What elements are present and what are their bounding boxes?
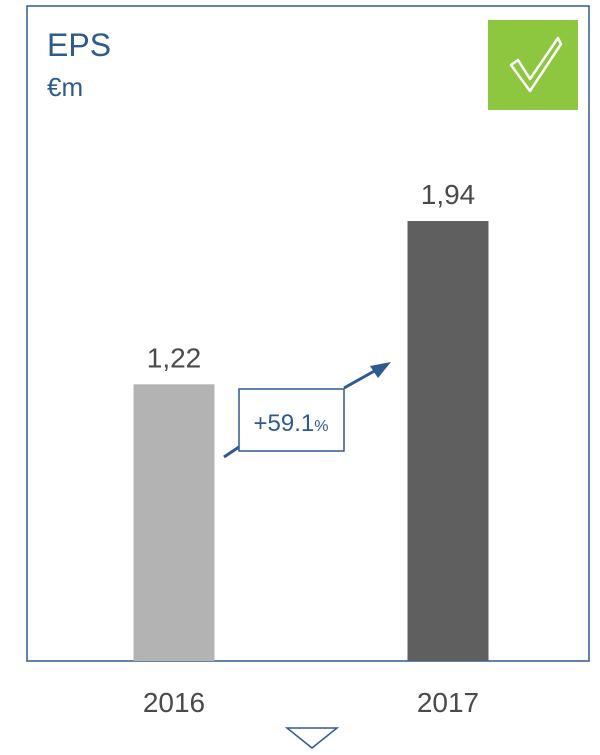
growth-arrow-line-lower	[223, 445, 240, 459]
arrow-head-icon	[370, 362, 391, 378]
growth-annotation: +59.1%	[223, 362, 391, 459]
growth-value: +59.1	[254, 410, 315, 437]
checkmark-icon	[509, 36, 563, 93]
x-tick-2017: 2017	[417, 687, 479, 718]
chart-subtitle: €m	[47, 72, 83, 102]
growth-box	[238, 388, 345, 452]
growth-unit: %	[314, 418, 328, 435]
check-badge	[488, 20, 578, 110]
data-label-2016: 1,22	[147, 342, 202, 373]
triangle-down-icon[interactable]	[284, 727, 340, 749]
x-tick-2016: 2016	[143, 687, 205, 718]
chart-frame	[26, 5, 590, 662]
growth-label: +59.1%	[254, 410, 329, 437]
data-label-2017: 1,94	[421, 179, 476, 210]
check-badge-bg	[488, 20, 578, 110]
bar-2016	[133, 384, 215, 661]
growth-arrow-line-upper	[343, 367, 379, 390]
chart-title: EPS	[47, 27, 111, 63]
bar-2017	[407, 221, 489, 661]
